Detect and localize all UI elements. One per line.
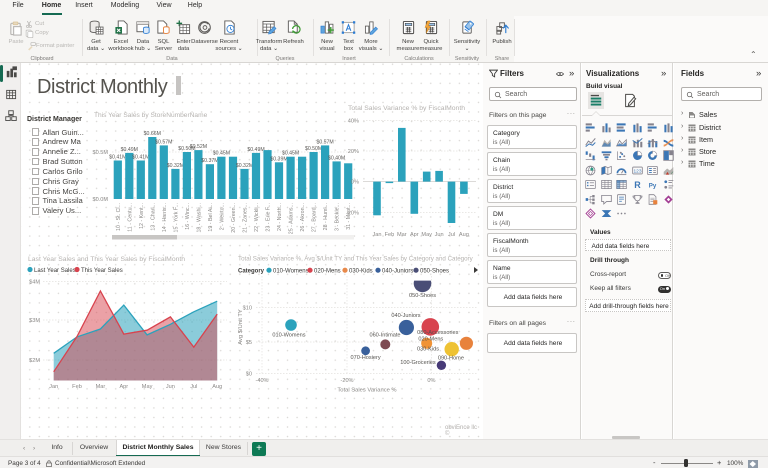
- svg-text:21 - Zanes...: 21 - Zanes...: [243, 203, 249, 233]
- svg-text:Mar: Mar: [397, 232, 407, 238]
- svg-text:$0.37M: $0.37M: [201, 158, 218, 164]
- svg-text:123: 123: [634, 168, 642, 174]
- svg-text:24 - North...: 24 - North...: [277, 203, 283, 231]
- svg-text:14 - Harris...: 14 - Harris...: [162, 203, 168, 232]
- svg-text:Avg $/Unit TY: Avg $/Unit TY: [238, 309, 244, 345]
- svg-text:010-Womens: 010-Womens: [272, 333, 305, 339]
- svg-text:11 - Centu...: 11 - Centu...: [127, 203, 133, 232]
- svg-text:Jan: Jan: [372, 232, 381, 238]
- svg-text:090-Home: 090-Home: [438, 355, 464, 361]
- svg-text:Jun: Jun: [435, 232, 444, 238]
- svg-text:31 - Ment...: 31 - Ment...: [346, 203, 352, 230]
- svg-text:✓: ✓: [671, 169, 674, 174]
- svg-text:This Year Sales by StoreNumber: This Year Sales by StoreNumberName: [94, 112, 208, 119]
- svg-text:13 - Charl...: 13 - Charl...: [150, 203, 156, 231]
- svg-text:20%: 20%: [348, 149, 359, 155]
- svg-text:Feb: Feb: [72, 384, 82, 390]
- svg-text:-20%: -20%: [340, 378, 353, 384]
- svg-text:Feb: Feb: [385, 232, 395, 238]
- svg-text:030-Kids: 030-Kids: [349, 269, 373, 275]
- svg-text:Aug: Aug: [212, 384, 222, 390]
- svg-text:22 - Wickli...: 22 - Wickli...: [254, 203, 260, 232]
- svg-text:0%: 0%: [427, 378, 435, 384]
- svg-text:$0.57M: $0.57M: [155, 139, 172, 145]
- svg-text:060-Intimate: 060-Intimate: [369, 333, 400, 339]
- svg-text:16 - Winc...: 16 - Winc...: [185, 203, 191, 230]
- svg-text:$0.39M: $0.39M: [270, 156, 287, 162]
- svg-text:20 - Green...: 20 - Green...: [231, 203, 237, 233]
- svg-text:25 - Adams...: 25 - Adams...: [289, 203, 295, 234]
- svg-text:$0.57M: $0.57M: [316, 139, 333, 145]
- svg-text:Apr: Apr: [410, 232, 419, 238]
- svg-text:Apr: Apr: [119, 384, 128, 390]
- svg-text:Aug: Aug: [459, 232, 469, 238]
- svg-text:$0.49M: $0.49M: [247, 147, 264, 153]
- svg-text:$0.45M: $0.45M: [282, 151, 299, 157]
- svg-text:010-Womens: 010-Womens: [273, 269, 309, 275]
- svg-text:Py: Py: [649, 182, 657, 189]
- svg-text:020-Mens: 020-Mens: [314, 269, 341, 275]
- svg-text:28 - Huml...: 28 - Huml...: [323, 203, 329, 230]
- svg-text:$5: $5: [246, 340, 252, 346]
- svg-text:070-Hosiery: 070-Hosiery: [351, 355, 381, 361]
- svg-text:-40%: -40%: [255, 378, 268, 384]
- svg-text:-20%: -20%: [346, 210, 359, 216]
- svg-text:10 - St. Cl...: 10 - St. Cl...: [116, 203, 122, 231]
- svg-text:050-Shoes: 050-Shoes: [409, 293, 436, 299]
- svg-text:$0.50M: $0.50M: [178, 146, 195, 152]
- svg-text:May: May: [142, 384, 153, 390]
- svg-text:$4M: $4M: [29, 279, 40, 285]
- svg-text:Mar: Mar: [96, 384, 106, 390]
- svg-text:$0.50M: $0.50M: [305, 146, 322, 152]
- svg-text:Total Sales Variance %, Avg $/: Total Sales Variance %, Avg $/Unit TY an…: [238, 256, 474, 263]
- svg-text:This Year Sales: This Year Sales: [81, 268, 123, 274]
- svg-text:100-Groceries: 100-Groceries: [400, 360, 436, 366]
- svg-text:$0.32M: $0.32M: [167, 163, 184, 169]
- svg-text:23 - Erie F...: 23 - Erie F...: [266, 203, 272, 232]
- svg-text:Jul: Jul: [448, 232, 455, 238]
- svg-text:Last Year Sales: Last Year Sales: [34, 268, 76, 274]
- svg-text:040-Juniors: 040-Juniors: [382, 269, 413, 275]
- svg-text:0%: 0%: [351, 180, 359, 186]
- svg-text:3 - Beckle...: 3 - Beckle...: [335, 203, 341, 231]
- svg-text:$0.32M: $0.32M: [236, 163, 253, 169]
- svg-text:2 - Weirto...: 2 - Weirto...: [219, 203, 225, 230]
- svg-text:$0.41M: $0.41M: [132, 155, 149, 161]
- svg-text:12 - Kent...: 12 - Kent...: [139, 203, 145, 229]
- svg-text:040-Juniors: 040-Juniors: [391, 313, 420, 319]
- svg-text:$0.66M: $0.66M: [144, 131, 161, 137]
- svg-text:$0.40M: $0.40M: [328, 155, 345, 161]
- svg-text:Jun: Jun: [166, 384, 175, 390]
- svg-text:$0.5M: $0.5M: [92, 150, 108, 156]
- svg-text:May: May: [421, 232, 432, 238]
- svg-text:$0.45M: $0.45M: [213, 151, 230, 157]
- svg-text:18 - Washi...: 18 - Washi...: [196, 203, 202, 233]
- svg-text:40%: 40%: [348, 118, 359, 124]
- svg-text:050-Shoes: 050-Shoes: [420, 269, 449, 275]
- svg-text:$0.52M: $0.52M: [190, 144, 207, 150]
- svg-text:030-Kids: 030-Kids: [417, 347, 439, 353]
- svg-text:080-Accessories: 080-Accessories: [417, 330, 459, 336]
- svg-text:$3M: $3M: [29, 318, 40, 324]
- svg-text:Jul: Jul: [190, 384, 197, 390]
- svg-text:Category: Category: [238, 269, 265, 275]
- svg-text:$0.41M: $0.41M: [109, 155, 126, 161]
- svg-text:020-Mens: 020-Mens: [418, 336, 443, 342]
- svg-text:$2M: $2M: [29, 358, 40, 364]
- svg-text:27 - Board...: 27 - Board...: [312, 203, 318, 232]
- svg-text:$0: $0: [246, 372, 252, 378]
- svg-text:Jan: Jan: [49, 384, 58, 390]
- svg-text:$0.0M: $0.0M: [92, 197, 108, 203]
- svg-text:Last Year Sales and This Year: Last Year Sales and This Year Sales by F…: [28, 256, 185, 263]
- svg-text:$0.49M: $0.49M: [121, 147, 138, 153]
- svg-text:R: R: [634, 180, 641, 190]
- svg-text:$10: $10: [243, 306, 252, 312]
- svg-text:Total Sales Variance % by Fisc: Total Sales Variance % by FiscalMonth: [348, 105, 465, 112]
- svg-text:26 - Akron...: 26 - Akron...: [300, 203, 306, 232]
- svg-text:19 - Bel Ai...: 19 - Bel Ai...: [208, 203, 214, 232]
- svg-text:Total Sales Variance %: Total Sales Variance %: [337, 388, 396, 394]
- svg-text:15 - York F...: 15 - York F...: [173, 203, 179, 232]
